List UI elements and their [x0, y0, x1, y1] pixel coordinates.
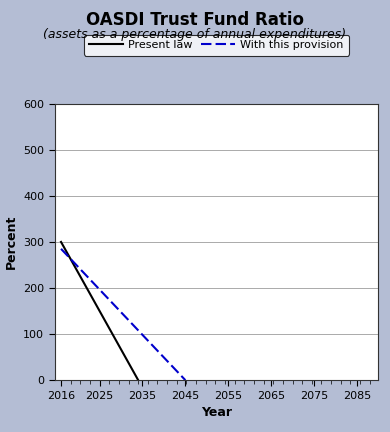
Line: Present law: Present law — [61, 242, 138, 380]
Present law — [58, 239, 63, 245]
Y-axis label: Percent: Percent — [5, 215, 18, 269]
Present law — [136, 378, 140, 383]
Text: OASDI Trust Fund Ratio: OASDI Trust Fund Ratio — [86, 11, 304, 29]
Text: (assets as a percentage of annual expenditures): (assets as a percentage of annual expend… — [43, 28, 347, 41]
With this provision — [58, 246, 63, 251]
With this provision — [183, 378, 188, 383]
Legend: Present law, With this provision: Present law, With this provision — [83, 35, 349, 56]
X-axis label: Year: Year — [201, 406, 232, 419]
Line: With this provision: With this provision — [61, 249, 185, 380]
